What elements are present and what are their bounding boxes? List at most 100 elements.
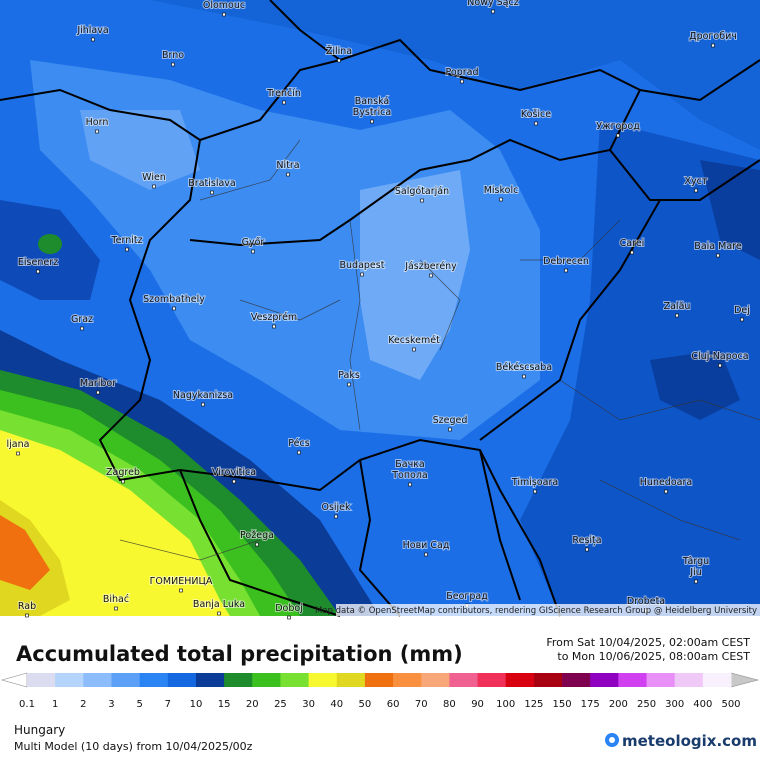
legend-swatch (224, 673, 253, 687)
city-marker (179, 588, 183, 593)
legend-tick-label: 40 (330, 699, 343, 710)
city-label: Дрогобич (689, 31, 737, 42)
city-label: Nagykanizsa (173, 390, 233, 401)
city-label: Nowy Sącz (467, 0, 518, 8)
legend-tick-label: 400 (693, 699, 712, 710)
city-label: Trenčín (266, 88, 301, 99)
legend-swatch (505, 673, 535, 687)
city-label: Београд (446, 591, 488, 602)
city-label: Győr (242, 237, 265, 248)
legend-tick-label: 1 (52, 699, 58, 710)
legend-swatch (111, 673, 141, 687)
legend-tick-label: 0.1 (19, 699, 35, 710)
city-marker (616, 133, 620, 138)
city-marker (664, 489, 668, 494)
city-marker (297, 450, 301, 455)
city-label: Košice (521, 109, 551, 120)
city-marker (282, 100, 286, 105)
city-marker (408, 482, 412, 487)
city-label: Dej (734, 305, 750, 316)
legend-swatch (646, 673, 676, 687)
legend-tick-label: 30 (302, 699, 315, 710)
city-label: Топола (391, 470, 428, 481)
city-label: Doboj (275, 603, 303, 614)
legend-tick-label: 20 (246, 699, 259, 710)
legend-tick-label: 2 (80, 699, 86, 710)
city-label: Budapest (340, 260, 385, 271)
brand: meteologix.com (622, 732, 757, 750)
city-marker (694, 188, 698, 193)
legend-swatch (533, 673, 563, 687)
city-marker (716, 253, 720, 258)
attribution: Map data © OpenStreetMap contributors, r… (315, 606, 757, 616)
city-marker (16, 451, 20, 456)
city-label: Požega (240, 530, 274, 541)
from-date: From Sat 10/04/2025, 02:00am CEST (546, 636, 750, 649)
legend-tick-label: 70 (415, 699, 428, 710)
legend-swatch (27, 673, 56, 687)
city-label: Miskolc (484, 185, 519, 196)
city-label: Хуст (685, 176, 708, 187)
city-marker (96, 390, 100, 395)
city-marker (91, 37, 95, 42)
legend-swatch (702, 673, 732, 687)
city-marker (210, 190, 214, 195)
city-marker (491, 9, 495, 14)
region: Hungary (14, 723, 65, 737)
city-label: Timișoara (511, 477, 558, 488)
city-label: Horn (86, 117, 109, 128)
city-label: Szeged (433, 415, 468, 426)
city-label: Нови Сад (403, 540, 450, 551)
legend-tick-label: 5 (136, 699, 142, 710)
city-marker (232, 479, 236, 484)
city-label: ГОМИЕНИЦА (150, 576, 213, 587)
city-label: Carei (620, 238, 645, 249)
city-marker (448, 427, 452, 432)
city-label: Debrecen (543, 256, 589, 267)
city-label: Zagreb (106, 467, 140, 478)
legend-swatch (393, 673, 422, 687)
legend-tick-label: 80 (443, 699, 456, 710)
city-label: Cluj-Napoca (691, 351, 748, 362)
city-marker (499, 197, 503, 202)
city-marker (201, 402, 205, 407)
legend-swatch (55, 673, 84, 687)
city-marker (370, 119, 374, 124)
model-run: Multi Model (10 days) from 10/04/2025/00… (14, 740, 253, 753)
legend-tick-label: 50 (359, 699, 372, 710)
city-marker (412, 347, 416, 352)
city-label: Wien (142, 172, 166, 183)
city-label: Baia Mare (694, 241, 742, 252)
city-labels: Olomouc Nowy Sącz Jihlava Brno Žilina Poprad Д… (6, 0, 751, 620)
city-marker (460, 79, 464, 84)
city-label: Békéscsaba (496, 362, 552, 373)
legend-tick-label: 250 (637, 699, 656, 710)
city-label: Ужгород (596, 121, 640, 132)
city-marker (121, 479, 125, 484)
city-marker (718, 363, 722, 368)
city-marker (694, 579, 698, 584)
city-label: Hunedoara (640, 477, 692, 488)
legend-tick-label: 175 (581, 699, 600, 710)
city-marker (585, 547, 589, 552)
city-marker (95, 129, 99, 134)
city-label: Bihać (103, 594, 129, 605)
legend-tick-label: 7 (165, 699, 171, 710)
city-marker (630, 250, 634, 255)
legend-tick-label: 90 (471, 699, 484, 710)
city-label: Szombathely (143, 294, 205, 305)
legend-swatch (83, 673, 112, 687)
legend-swatch (477, 673, 507, 687)
city-marker (217, 611, 221, 616)
city-label: Virovitica (212, 467, 256, 478)
city-label: Olomouc (203, 0, 245, 11)
city-label: Brno (162, 50, 184, 61)
legend-swatch (674, 673, 704, 687)
city-label: Бачка (395, 459, 425, 470)
legend-tick-label: 300 (665, 699, 684, 710)
legend-swatch (618, 673, 648, 687)
city-label: Ternitz (110, 235, 142, 246)
city-label: Târgu (682, 556, 709, 567)
city-marker (424, 552, 428, 557)
city-label: Žilina (326, 45, 352, 57)
